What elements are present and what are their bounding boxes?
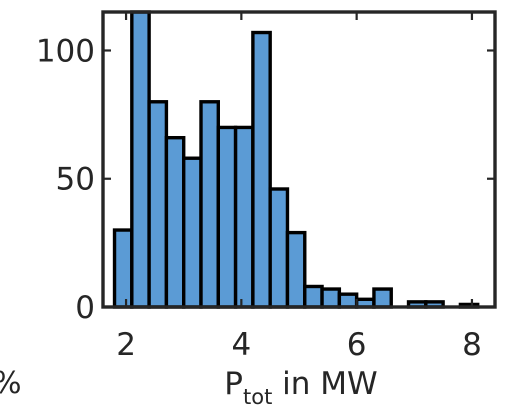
histogram-bar <box>268 187 290 309</box>
histogram-bar <box>199 100 220 309</box>
histogram-bars <box>112 10 480 309</box>
histogram-bar <box>233 125 255 309</box>
histogram-bar <box>164 135 186 309</box>
histogram-bar <box>372 287 393 309</box>
x-tick-labels: 2 4 6 8 <box>116 327 482 363</box>
histogram-bar <box>303 284 324 309</box>
y-tick-labels: 0 50 100 <box>36 33 95 326</box>
y-tick-label: 100 <box>36 33 95 69</box>
histogram-bar <box>337 292 359 309</box>
histogram-bar <box>251 30 272 309</box>
x-tick-label: 4 <box>231 327 251 363</box>
x-tick-label: 6 <box>347 327 367 363</box>
y-tick-label: 0 <box>75 290 95 326</box>
cropped-left-label: % <box>0 366 22 401</box>
histogram-bar <box>147 100 169 309</box>
y-tick-label: 50 <box>56 162 95 198</box>
x-axis-label-main: P <box>224 366 243 402</box>
histogram-bar <box>112 228 134 309</box>
x-axis-label-unit: in MW <box>272 366 377 402</box>
histogram-bar <box>320 287 342 309</box>
histogram-bar <box>216 125 238 309</box>
histogram-bar <box>130 10 151 309</box>
histogram-bar <box>182 156 203 309</box>
axes-frame <box>101 10 497 309</box>
histogram-bar <box>285 230 307 309</box>
x-axis-label: Ptot in MW <box>224 366 377 409</box>
x-axis-label-subscript: tot <box>243 385 272 409</box>
x-tick-label: 2 <box>116 327 136 363</box>
x-tick-label: 8 <box>462 327 482 363</box>
